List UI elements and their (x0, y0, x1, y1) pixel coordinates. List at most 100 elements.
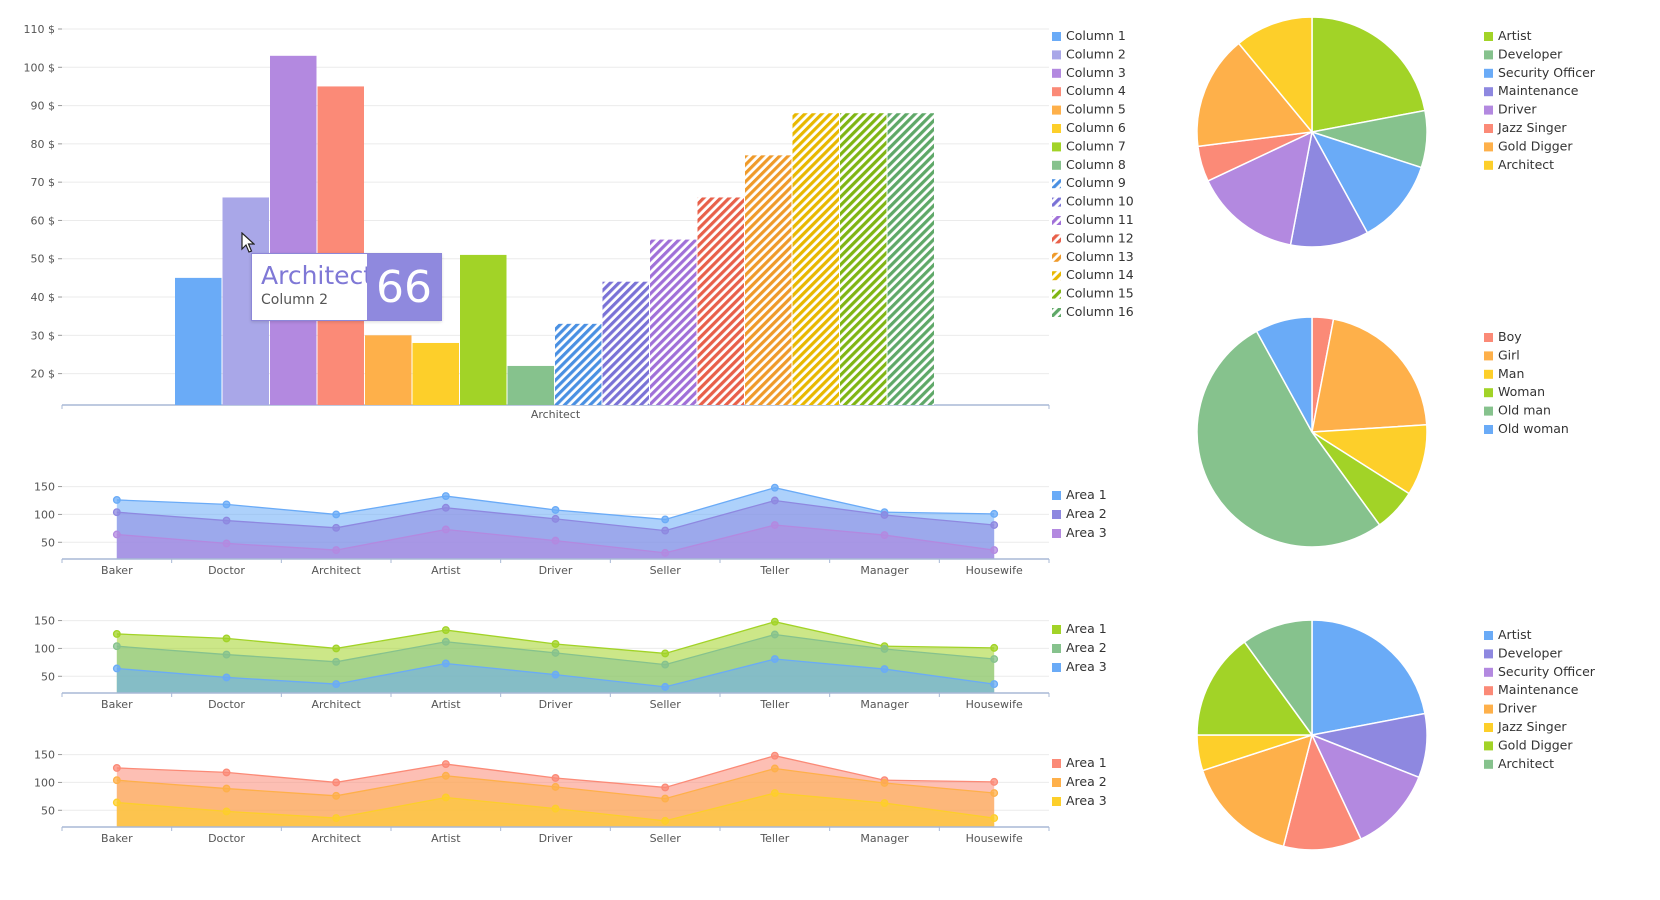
data-point[interactable] (441, 637, 450, 646)
data-point[interactable] (770, 496, 779, 505)
data-point[interactable] (112, 642, 121, 651)
data-point[interactable] (222, 768, 231, 777)
pie-slice-architect[interactable] (1243, 619, 1313, 738)
data-point[interactable] (332, 644, 341, 653)
bar-column-3[interactable] (270, 55, 317, 406)
data-point[interactable] (112, 629, 121, 638)
pie-slice-old-man[interactable] (1196, 330, 1381, 548)
data-point[interactable] (441, 492, 450, 500)
data-point[interactable] (661, 515, 670, 524)
data-point[interactable] (990, 643, 999, 652)
data-point[interactable] (551, 774, 560, 782)
pie-slice-driver[interactable] (1201, 733, 1314, 848)
data-point[interactable] (222, 650, 231, 659)
data-point[interactable] (222, 784, 231, 793)
data-point[interactable] (222, 807, 231, 816)
data-point[interactable] (551, 782, 560, 791)
data-point[interactable] (661, 682, 670, 691)
data-point[interactable] (332, 546, 341, 555)
data-point[interactable] (441, 760, 450, 768)
data-point[interactable] (770, 655, 779, 663)
data-point[interactable] (770, 521, 779, 529)
data-point[interactable] (222, 539, 231, 548)
bar-column-9[interactable] (555, 323, 602, 405)
data-point[interactable] (332, 510, 341, 519)
pie-slice-gold-digger[interactable] (1196, 640, 1314, 736)
data-point[interactable] (990, 789, 999, 797)
data-point[interactable] (551, 640, 560, 648)
data-point[interactable] (332, 791, 341, 800)
bar-column-5[interactable] (365, 335, 412, 405)
data-point[interactable] (441, 793, 450, 802)
data-point[interactable] (551, 536, 560, 545)
data-point[interactable] (551, 514, 560, 523)
bar-column-16[interactable] (887, 113, 935, 405)
data-point[interactable] (990, 546, 999, 555)
bar-column-10[interactable] (602, 281, 650, 405)
data-point[interactable] (880, 799, 889, 807)
data-point[interactable] (551, 804, 560, 813)
data-point[interactable] (661, 660, 670, 669)
bar-column-7[interactable] (460, 254, 507, 405)
pie-slice-girl[interactable] (1311, 318, 1428, 433)
bar-column-11[interactable] (650, 239, 697, 405)
data-point[interactable] (990, 777, 999, 786)
data-point[interactable] (770, 483, 779, 492)
data-point[interactable] (990, 680, 999, 689)
pie-slice-security-officer[interactable] (1310, 130, 1423, 234)
pie-slice-maintenance[interactable] (1282, 732, 1362, 851)
bar-column-13[interactable] (745, 155, 792, 405)
pie-slice-architect[interactable] (1237, 16, 1313, 135)
bar-column-6[interactable] (412, 342, 460, 405)
data-point[interactable] (112, 798, 121, 807)
data-point[interactable] (551, 506, 560, 514)
pie-slice-artist[interactable] (1311, 619, 1426, 736)
data-point[interactable] (770, 617, 779, 626)
data-point[interactable] (661, 783, 670, 792)
data-point[interactable] (222, 500, 231, 509)
bar-column-4[interactable] (317, 86, 365, 405)
data-point[interactable] (332, 657, 341, 666)
data-point[interactable] (112, 530, 121, 539)
data-point[interactable] (770, 789, 779, 797)
data-point[interactable] (112, 508, 121, 517)
data-point[interactable] (880, 645, 889, 653)
data-point[interactable] (222, 516, 231, 525)
data-point[interactable] (661, 526, 670, 535)
bar-column-12[interactable] (697, 197, 745, 405)
data-point[interactable] (441, 659, 450, 668)
pie-slice-security-officer[interactable] (1310, 733, 1420, 841)
data-point[interactable] (441, 626, 450, 634)
data-point[interactable] (880, 511, 889, 519)
data-point[interactable] (990, 509, 999, 518)
data-point[interactable] (441, 503, 450, 512)
data-point[interactable] (880, 665, 889, 673)
data-point[interactable] (222, 634, 231, 643)
data-point[interactable] (441, 525, 450, 534)
data-point[interactable] (112, 763, 121, 772)
data-point[interactable] (990, 814, 999, 823)
data-point[interactable] (112, 495, 121, 504)
data-point[interactable] (990, 655, 999, 663)
pie-slice-maintenance[interactable] (1289, 129, 1369, 248)
pie-slice-old-woman[interactable] (1255, 316, 1313, 433)
data-point[interactable] (332, 814, 341, 823)
data-point[interactable] (770, 630, 779, 639)
data-point[interactable] (990, 521, 999, 529)
pie-slice-artist[interactable] (1311, 16, 1426, 133)
bar-column-14[interactable] (792, 113, 840, 405)
pie-slice-man[interactable] (1309, 423, 1428, 495)
data-point[interactable] (112, 776, 121, 785)
data-point[interactable] (661, 548, 670, 557)
pie-slice-gold-digger[interactable] (1196, 42, 1314, 148)
data-point[interactable] (661, 794, 670, 803)
data-point[interactable] (880, 531, 889, 539)
pie-slice-driver[interactable] (1206, 130, 1314, 246)
data-point[interactable] (770, 751, 779, 760)
bar-column-15[interactable] (840, 113, 887, 405)
data-point[interactable] (661, 816, 670, 825)
data-point[interactable] (332, 778, 341, 787)
data-point[interactable] (880, 779, 889, 787)
data-point[interactable] (551, 648, 560, 657)
bar-column-1[interactable] (175, 277, 222, 405)
